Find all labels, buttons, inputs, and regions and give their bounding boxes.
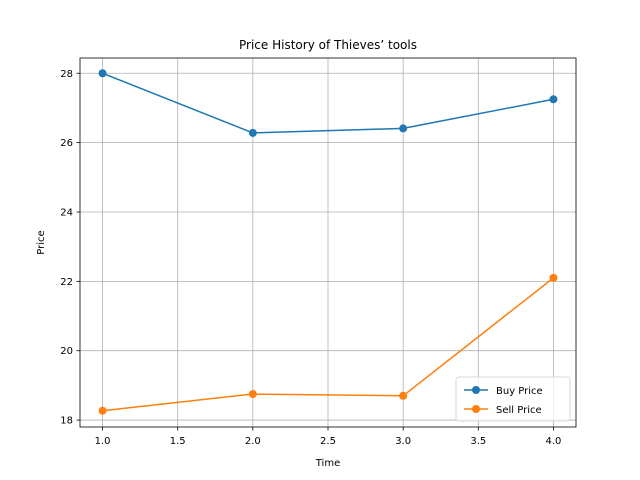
x-axis-label: Time (315, 458, 340, 469)
y-tick-label: 18 (60, 416, 73, 427)
y-tick-label: 26 (60, 138, 73, 149)
x-tick-label: 2.0 (245, 436, 261, 447)
y-tick-label: 20 (60, 346, 73, 357)
chart-title: Price History of Thieves’ tools (239, 38, 417, 52)
y-tick-label: 28 (60, 69, 73, 80)
sell-price-point (399, 391, 408, 400)
sell-price-legend-marker (472, 405, 480, 413)
x-tick-label: 3.0 (395, 436, 411, 447)
buy-price-legend-label: Buy Price (496, 386, 543, 397)
y-axis-label: Price (36, 230, 47, 254)
buy-price-legend-marker (472, 386, 480, 394)
legend-box (455, 376, 571, 422)
x-tick-label: 1.0 (95, 436, 111, 447)
buy-price-line (102, 72, 554, 134)
x-tick-label: 3.5 (470, 436, 486, 447)
y-tick-label: 22 (60, 277, 73, 288)
x-tick-label: 1.5 (170, 436, 186, 447)
legend: Buy Price Sell Price (455, 376, 571, 422)
x-tick-label: 4.0 (546, 436, 562, 447)
buy-price-point (399, 124, 408, 133)
buy-price-point (549, 95, 558, 104)
sell-price-line (102, 277, 554, 412)
buy-price-point (248, 128, 257, 137)
sell-price-point (248, 390, 257, 399)
plot-series (98, 69, 558, 415)
sell-price-point (98, 406, 107, 415)
x-tick-label: 2.5 (320, 436, 336, 447)
sell-price-legend-label: Sell Price (496, 405, 542, 416)
buy-price-point (98, 69, 107, 78)
y-tick-label: 24 (60, 207, 73, 218)
axis-ticks: 1.0 1.5 2.0 2.5 3.0 3.5 4.0 18 20 22 24 26 28 (60, 69, 561, 447)
sell-price-point (549, 273, 558, 282)
grid (80, 58, 576, 427)
